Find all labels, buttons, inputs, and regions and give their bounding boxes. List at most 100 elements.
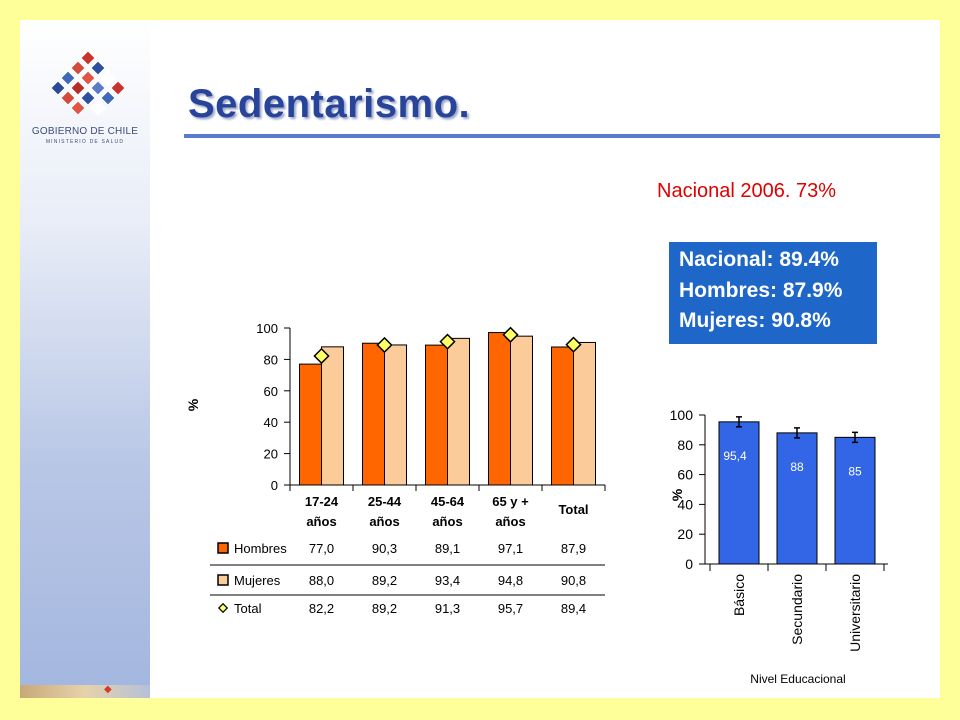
logo-tile [90, 60, 106, 76]
summary-box: Nacional: 89.4% Hombres: 87.9% Mujeres: … [669, 242, 877, 344]
x-tick-label: años [369, 514, 399, 529]
logo-tile [100, 70, 116, 86]
legend-swatch-hombres [217, 542, 229, 554]
table-value: 89,2 [372, 573, 397, 588]
logo-tile [60, 90, 76, 106]
legend-swatch-total [217, 602, 229, 614]
footer-star-icon: ◆ [104, 684, 112, 695]
legend-label-hombres: Hombres [234, 541, 287, 556]
page-title: Sedentarismo. [188, 82, 471, 126]
table-value: 93,4 [435, 573, 460, 588]
table-value: 89,1 [435, 541, 460, 556]
bar-mujeres [510, 335, 533, 486]
y-axis-label: % [185, 398, 201, 411]
summary-hombres: Hombres: 87.9% [679, 279, 843, 302]
logo-tile [60, 70, 76, 86]
bar-hombres [299, 363, 322, 486]
summary-nacional: Nacional: 89.4% [679, 248, 839, 271]
bar-universitario [834, 436, 876, 565]
logo-tile [80, 90, 96, 106]
logo-tile [80, 70, 96, 86]
sidebar-band: GOBIERNO DE CHILE MINISTERIO DE SALUD ◆ [20, 20, 150, 698]
bar-value-label: 95,4 [723, 449, 747, 463]
table-value: 91,3 [435, 601, 460, 616]
total-marker [502, 326, 519, 343]
x-tick-label: años [306, 514, 336, 529]
x-tick-label: 65 y + [492, 494, 529, 509]
y-tick-label: 0 [271, 478, 278, 493]
bar-hombres [425, 344, 448, 486]
chart-sex-age: 0 20 40 60 80 100% 17-24 años 25-44 años 45-64 años… [185, 321, 606, 616]
y-tick-label: 20 [264, 447, 278, 462]
logo-tile [70, 100, 86, 116]
y-axis-label: % [669, 488, 685, 501]
y-tick-label: 40 [264, 415, 278, 430]
logo-tile [90, 100, 106, 116]
logo-tile [100, 90, 116, 106]
y-tick-label: 20 [677, 526, 693, 542]
logo-tile [90, 80, 106, 96]
table-value: 95,7 [498, 601, 523, 616]
x-tick-label: años [432, 514, 462, 529]
logo-tile [70, 80, 86, 96]
y-tick-label: 100 [256, 321, 278, 336]
subtitle: Nacional 2006. 73% [657, 180, 837, 202]
x-tick-label: Total [558, 502, 588, 517]
chart-education: 0 20 40 60 80 100% 95,4 Básico 88 Secundario 85 Uni… [669, 407, 888, 685]
table-value: 90,3 [372, 541, 397, 556]
logo-gobierno-text: GOBIERNO DE CHILE [31, 126, 139, 137]
bar-hombres [551, 346, 574, 486]
table-value: 88,0 [309, 573, 334, 588]
bar-secundario [776, 432, 818, 565]
x-tick-label: Secundario [789, 574, 805, 645]
bar-mujeres [573, 341, 596, 486]
y-tick-label: 80 [677, 437, 693, 453]
y-tick-label: 80 [264, 352, 278, 367]
logo-tile [50, 80, 66, 96]
y-tick-label: 0 [685, 556, 693, 572]
table-value: 82,2 [309, 601, 334, 616]
total-marker [313, 347, 330, 365]
y-tick-label: 100 [670, 407, 694, 423]
x-tick-label: Básico [731, 574, 747, 616]
total-marker [565, 336, 582, 353]
logo-tile [70, 60, 86, 76]
bar-value-label: 88 [790, 460, 804, 474]
y-tick-label: 60 [264, 384, 278, 399]
table-value: 90,8 [561, 573, 586, 588]
bar-mujeres [384, 344, 407, 486]
bar-hombres [488, 332, 511, 486]
x-tick-label: Universitario [847, 574, 863, 652]
logo-ministerio-text: MINISTERIO DE SALUD [45, 139, 125, 145]
logo-tile [110, 80, 126, 96]
legend-label-total: Total [234, 601, 262, 616]
x-tick-label: años [495, 514, 525, 529]
x-tick-label: 45-64 [431, 494, 465, 509]
bar-value-label: 85 [848, 464, 862, 478]
table-value: 97,1 [498, 541, 523, 556]
bar-mujeres [321, 346, 344, 486]
table-value: 94,8 [498, 573, 523, 588]
table-value: 89,2 [372, 601, 397, 616]
total-marker [376, 336, 393, 354]
y-tick-label: 40 [677, 496, 693, 512]
table-value: 87,9 [561, 541, 586, 556]
legend-swatch-mujeres [217, 574, 229, 586]
slide: GOBIERNO DE CHILE MINISTERIO DE SALUD ◆ … [20, 20, 940, 698]
title-underline [184, 134, 940, 138]
bar-hombres [362, 342, 385, 486]
x-tick-label: 17-24 [305, 494, 339, 509]
gobierno-chile-star-logo [50, 50, 126, 116]
x-axis-label: Nivel Educacional [750, 672, 845, 685]
bar-básico [718, 421, 760, 565]
summary-mujeres: Mujeres: 90.8% [679, 309, 831, 332]
logo-tile [80, 50, 96, 66]
table-value: 77,0 [309, 541, 334, 556]
table-value: 89,4 [561, 601, 586, 616]
x-tick-label: 25-44 [368, 494, 402, 509]
total-marker [439, 333, 456, 350]
legend-label-mujeres: Mujeres [234, 573, 281, 588]
bar-mujeres [447, 337, 470, 486]
y-tick-label: 60 [677, 467, 693, 483]
footer-strip [20, 685, 150, 698]
